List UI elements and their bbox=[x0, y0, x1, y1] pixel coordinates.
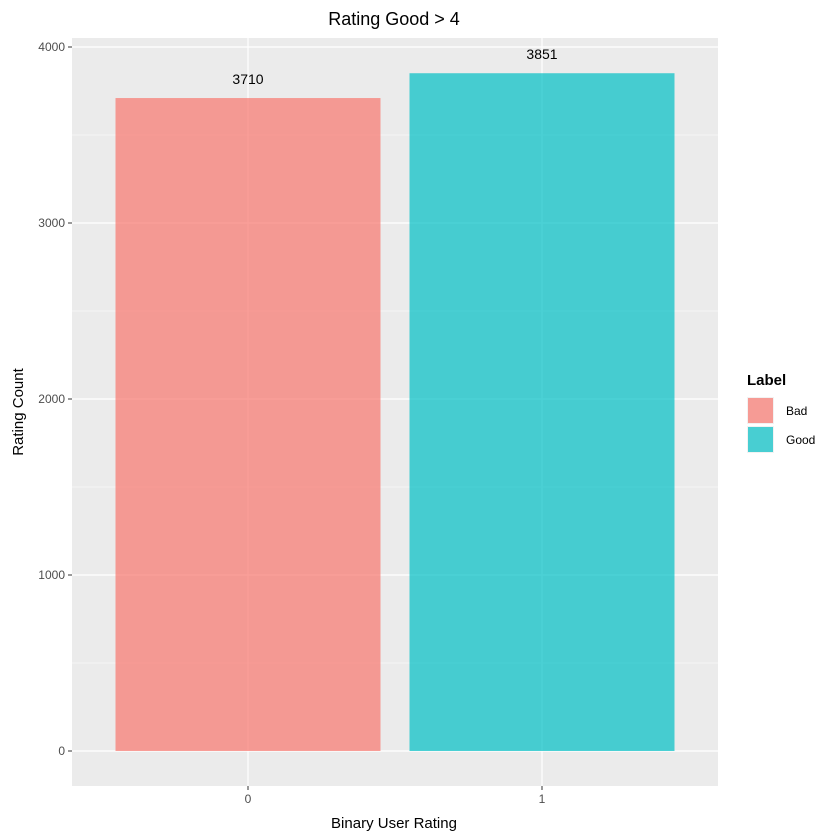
y-tick-label: 1000 bbox=[38, 568, 65, 582]
x-tick-label: 1 bbox=[539, 792, 546, 806]
y-tick-label: 2000 bbox=[38, 392, 65, 406]
y-tick-label: 0 bbox=[58, 744, 65, 758]
bars bbox=[115, 73, 675, 752]
data-label: 3710 bbox=[232, 71, 263, 87]
y-tick-label: 3000 bbox=[38, 216, 65, 230]
data-labels: 3710 3851 bbox=[232, 46, 557, 87]
legend-swatch bbox=[748, 427, 773, 452]
y-axis: 0 1000 2000 3000 4000 bbox=[38, 40, 72, 758]
x-tick-label: 0 bbox=[245, 792, 252, 806]
y-axis-title: Rating Count bbox=[10, 367, 27, 455]
x-axis-title: Binary User Rating bbox=[331, 815, 457, 832]
bar-0 bbox=[115, 98, 381, 752]
legend-label: Good bbox=[786, 433, 815, 447]
legend-label: Bad bbox=[786, 404, 807, 418]
chart-title: Rating Good > 4 bbox=[328, 9, 460, 29]
legend-title: Label bbox=[747, 372, 786, 389]
y-tick-label: 4000 bbox=[38, 40, 65, 54]
legend: Label Bad Good bbox=[747, 372, 815, 453]
legend-swatch bbox=[748, 398, 773, 423]
data-label: 3851 bbox=[526, 46, 557, 62]
bar-1 bbox=[409, 73, 675, 751]
